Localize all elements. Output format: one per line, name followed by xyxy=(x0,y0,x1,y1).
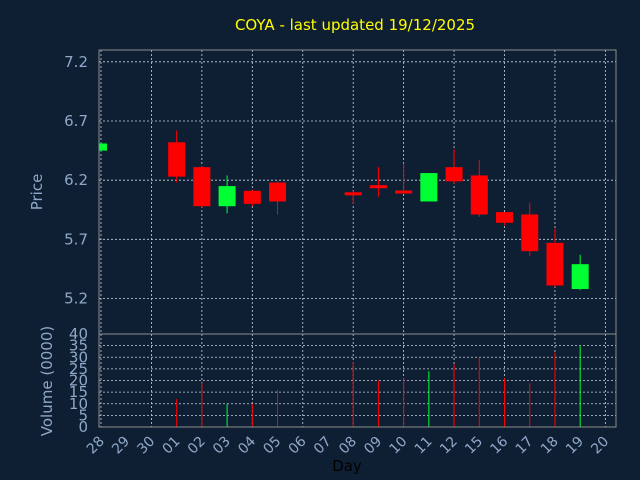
x-tick: 05 xyxy=(260,434,284,458)
x-tick: 01 xyxy=(160,434,184,458)
volume-bars xyxy=(176,345,581,427)
chart-title: COYA - last updated 19/12/2025 xyxy=(235,16,475,34)
candle-body xyxy=(344,192,362,196)
candle-body xyxy=(243,190,261,204)
candle-body xyxy=(395,190,413,194)
candle-body xyxy=(369,185,387,189)
price-y-tick-labels: 7.2 6.7 6.2 5.7 5.2 xyxy=(64,53,88,308)
volume-y-tick: 0 xyxy=(78,418,88,436)
x-tick: 16 xyxy=(487,433,511,457)
candle-body xyxy=(546,242,564,286)
price-y-tick: 5.2 xyxy=(64,290,88,308)
price-axis-label: Price xyxy=(28,174,46,211)
price-y-tick: 6.2 xyxy=(64,171,88,189)
x-tick: 30 xyxy=(134,434,158,458)
candle-body xyxy=(521,214,539,252)
x-tick: 19 xyxy=(563,434,587,458)
price-panel-frame xyxy=(98,49,617,335)
candle-body xyxy=(496,212,514,223)
candle-body xyxy=(168,142,186,177)
x-tick: 11 xyxy=(412,434,436,458)
price-y-tick: 5.7 xyxy=(64,230,88,248)
volume-y-tick: 35 xyxy=(69,337,88,355)
x-tick: 09 xyxy=(361,434,385,458)
x-tick: 10 xyxy=(387,434,411,458)
x-tick: 02 xyxy=(185,434,209,458)
volume-axis-label: Volume (0000) xyxy=(38,326,56,436)
x-tick: 18 xyxy=(538,434,562,458)
x-tick-labels: 28 29 30 01 02 03 04 05 06 07 08 09 10 11 12 15 16 17 18 19… xyxy=(84,433,612,457)
x-tick: 28 xyxy=(84,434,108,458)
price-y-tick: 6.7 xyxy=(64,112,88,130)
candle-body xyxy=(193,167,211,207)
candle-body xyxy=(445,167,463,182)
x-tick: 03 xyxy=(210,434,234,458)
volume-y-tick: 5 xyxy=(78,406,88,424)
x-tick: 07 xyxy=(311,434,335,458)
candle-body xyxy=(420,173,438,202)
volume-y-tick: 40 xyxy=(69,325,88,343)
volume-y-tick: 10 xyxy=(69,395,88,413)
volume-panel-frame xyxy=(98,333,617,428)
candle-body xyxy=(571,264,589,290)
price-y-tick: 7.2 xyxy=(64,53,88,71)
x-tick: 20 xyxy=(588,434,612,458)
candle-body xyxy=(269,182,287,202)
x-tick: 15 xyxy=(462,434,486,458)
candle-body xyxy=(470,175,488,215)
volume-y-tick: 20 xyxy=(69,372,88,390)
volume-y-tick: 25 xyxy=(69,360,88,378)
volume-y-tick: 30 xyxy=(69,348,88,366)
x-tick: 04 xyxy=(235,433,259,457)
price-candles xyxy=(99,130,589,291)
price-grid xyxy=(99,50,616,334)
x-axis-label: Day xyxy=(332,457,362,475)
x-tick: 08 xyxy=(336,434,360,458)
candle-body xyxy=(218,186,236,207)
volume-y-tick: 15 xyxy=(69,383,88,401)
x-tick: 06 xyxy=(286,433,310,457)
candle-body xyxy=(99,143,107,151)
x-tick: 12 xyxy=(437,434,461,458)
x-tick: 29 xyxy=(109,434,133,458)
x-tick: 17 xyxy=(513,434,537,458)
